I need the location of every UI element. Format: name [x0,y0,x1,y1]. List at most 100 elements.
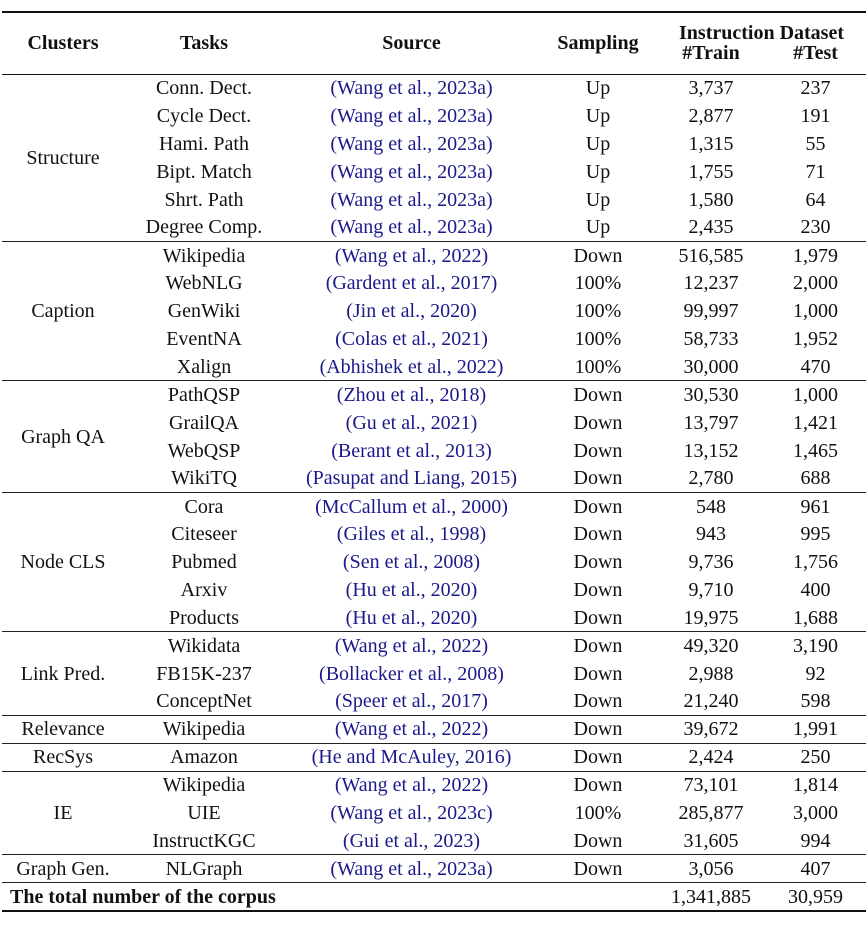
table-row: Degree Comp. (Wang et al., 2023a) Up 2,435 2… [2,213,866,241]
sampling-cell: Down [573,662,623,685]
header-cell: Source [382,32,441,55]
test-cell: 1,979 [793,244,838,267]
source-cell: (Zhou et al., 2018) [336,383,487,406]
test-cell: 230 [800,216,831,239]
cluster-cell: Relevance [21,718,105,741]
sampling-cell: Up [585,104,611,127]
cluster-group: RecSys Amazon (He and McAuley, 2016) Down 2,… [2,743,866,772]
task-cell: Shrt. Path [164,188,244,211]
source-cell: (Berant et al., 2013) [331,439,492,462]
train-cell: 99,997 [683,300,739,323]
test-cell: 470 [800,355,831,378]
train-cell: 1,580 [688,188,734,211]
train-cell: 1,315 [688,132,734,155]
task-cell: Cora [184,495,224,518]
source-cell: (Wang et al., 2023a) [330,188,493,211]
train-cell: 516,585 [678,244,744,267]
task-cell: Cycle Dect. [156,104,252,127]
task-cell: Amazon [170,746,238,769]
table-row: Structure Conn. Dect. (Wang et al., 2023a)… [2,74,866,167]
task-cell: Citeseer [171,523,237,546]
sampling-cell: Down [573,495,623,518]
table-header: Clusters Tasks Source Sampling Instructi… [2,12,866,74]
header-cell: Clusters [27,32,99,55]
train-cell: 39,672 [683,718,739,741]
test-cell: 3,190 [793,635,838,657]
header-cell: Instruction Dataset [679,22,844,44]
table-row: Node CLS Cora (McCallum et al., 2000) Down 5… [2,492,866,573]
sampling-cell: Down [573,523,623,546]
source-cell: (Giles et al., 1998) [336,523,487,546]
test-cell: 1,421 [793,411,838,434]
task-cell: Conn. Dect. [155,77,253,100]
total-train: 1,341,885 [671,885,751,908]
task-cell: Bipt. Match [156,160,252,183]
table-row: WebQSP (Berant et al., 2013) Down 13,152 1,4… [2,437,866,465]
dataset-table: Clusters Tasks Source Sampling Instructi… [2,11,866,913]
source-cell: (Abhishek et al., 2022) [319,355,504,378]
train-cell: 943 [696,523,726,546]
sampling-cell: Down [573,606,623,629]
source-cell: (Wang et al., 2023a) [330,104,493,127]
train-cell: 13,152 [683,439,739,462]
total-test: 30,959 [788,885,843,908]
table-row: WebNLG (Gardent et al., 2017) 100% 12,237 2,… [2,269,866,297]
task-cell: WebQSP [167,439,241,462]
train-cell: 1,755 [688,160,734,183]
task-cell: ConceptNet [156,690,252,713]
test-cell: 92 [805,662,826,685]
cluster-cell: RecSys [33,746,93,769]
source-cell: (He and McAuley, 2016) [311,746,512,769]
table-row: FB15K-237 (Bollacker et al., 2008) Down 2,9… [2,660,866,688]
total-label: The total number of the corpus [10,885,276,908]
test-cell: 55 [805,132,826,155]
table-row: Graph Gen. NLGraph (Wang et al., 2023a) Dow… [2,855,866,883]
header-row: #Train #Test [2,43,866,74]
page: Clusters Tasks Source Sampling Instructi… [0,11,868,935]
test-cell: 1,000 [793,383,838,406]
source-cell: (Speer et al., 2017) [335,690,488,713]
train-cell: 9,736 [688,551,734,574]
task-cell: Pubmed [171,551,237,574]
task-cell: NLGraph [165,857,243,880]
test-cell: 688 [800,467,831,490]
task-cell: Xalign [176,355,232,378]
test-cell: 961 [800,495,831,518]
train-cell: 2,780 [688,467,734,490]
test-cell: 994 [800,829,831,852]
task-cell: Wikipedia [162,244,246,267]
source-cell: (Gui et al., 2023) [342,829,481,852]
train-cell: 30,000 [683,355,739,378]
source-cell: (Hu et al., 2020) [345,606,478,629]
table-row: EventNA (Colas et al., 2021) 100% 58,733 1,9… [2,325,866,353]
sampling-cell: 100% [574,272,622,295]
total-section: The total number of the corpus 1,341,885 3… [2,883,866,912]
source-cell: (Gu et al., 2021) [345,411,478,434]
table-row: Hami. Path (Wang et al., 2023a) Up 1,315 55 [2,130,866,158]
table-row: ConceptNet (Speer et al., 2017) Down 21,240… [2,688,866,716]
table-row: UIE (Wang et al., 2023c) 100% 285,877 3,000 [2,799,866,827]
source-cell: (McCallum et al., 2000) [315,495,508,518]
table-row: WikiTQ (Pasupat and Liang, 2015) Down 2,780… [2,464,866,492]
table-row: InstructKGC (Gui et al., 2023) Down 31,605 9… [2,827,866,855]
cluster-group: Graph QA PathQSP (Zhou et al., 2018) Down 30… [2,381,866,493]
source-cell: (Jin et al., 2020) [346,300,477,323]
table-row: Citeseer (Giles et al., 1998) Down 943 995 [2,520,866,548]
table-row: Caption Wikipedia (Wang et al., 2022) Down 5… [2,241,866,322]
train-cell: 73,101 [683,774,739,797]
task-cell: EventNA [166,327,242,350]
test-cell: 237 [800,77,831,100]
cluster-cell: IE [53,802,73,825]
test-cell: 1,814 [793,774,838,797]
source-cell: (Bollacker et al., 2008) [319,662,504,685]
train-cell: 2,988 [688,662,734,685]
source-cell: (Sen et al., 2008) [342,551,481,574]
train-cell: 3,056 [688,857,734,880]
source-cell: (Wang et al., 2022) [334,244,489,267]
cluster-cell: Node CLS [20,551,106,574]
test-cell: 191 [800,104,831,127]
train-cell: 31,605 [683,829,739,852]
source-cell: (Wang et al., 2023a) [330,132,493,155]
table-row: GrailQA (Gu et al., 2021) Down 13,797 1,421 [2,409,866,437]
task-cell: WikiTQ [171,467,237,490]
